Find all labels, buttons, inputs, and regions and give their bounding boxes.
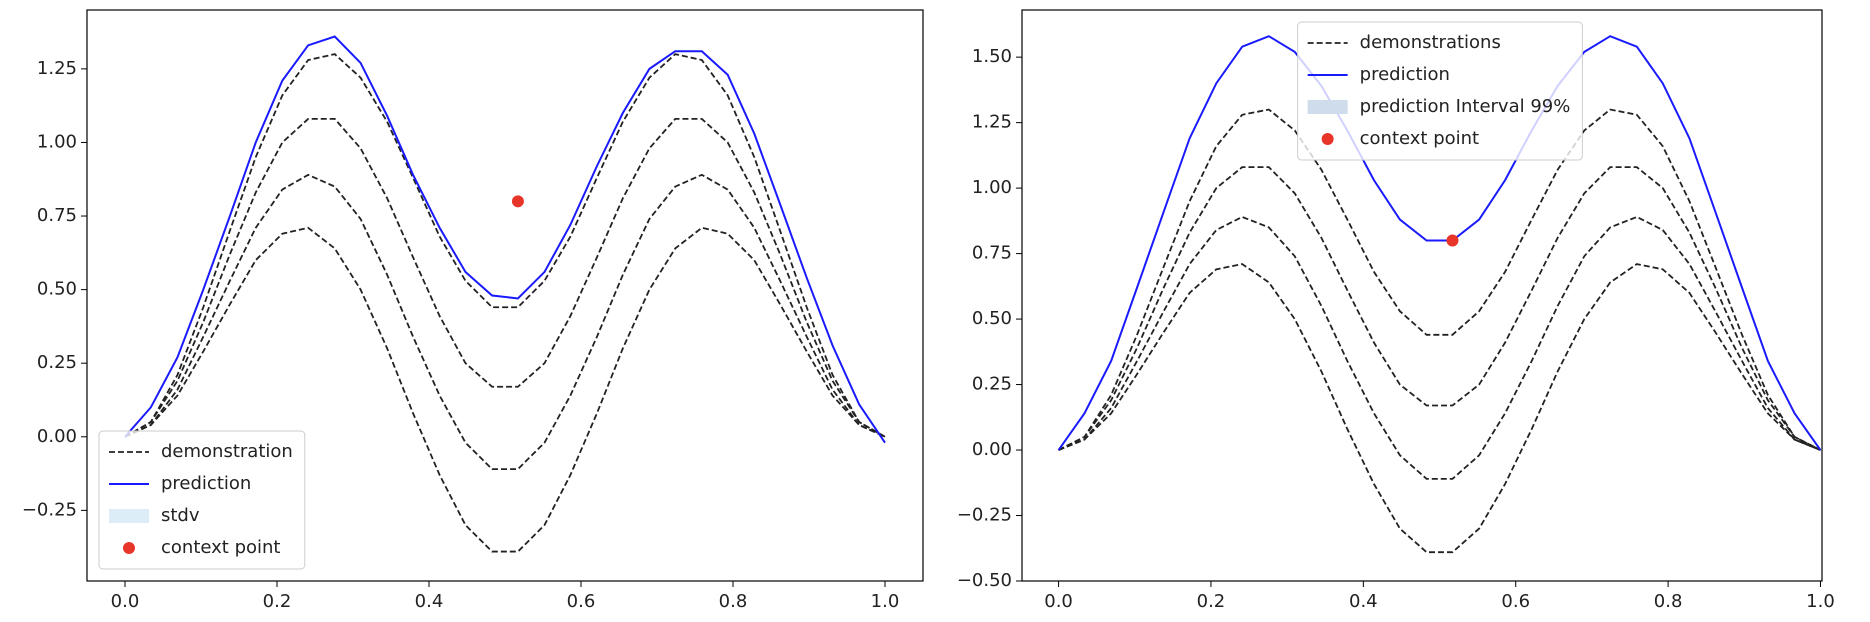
legend-handle (1307, 100, 1348, 114)
y-tick-label: 0.25 (37, 352, 77, 373)
y-tick-label: 1.25 (37, 58, 77, 79)
x-tick-label: 0.2 (1197, 591, 1226, 612)
subplot: 0.0 0.2 0.4 0.6 0.8 1.0 −0.25 0.00 0.25 0.50 0.75 1… (22, 9, 924, 612)
y-tick-label: −0.50 (957, 570, 1012, 591)
y-tick-label: −0.25 (957, 505, 1012, 526)
x-tick-label: 0.0 (111, 591, 140, 612)
y-tick-label: 0.00 (37, 426, 77, 447)
subplot: 0.0 0.2 0.4 0.6 0.8 1.0 −0.50 −0.25 0.00 0.25 0.50… (957, 9, 1835, 612)
y-tick-label: 1.00 (37, 131, 77, 152)
x-tick-label: 1.0 (871, 591, 900, 612)
y-tick-label: 1.00 (972, 177, 1012, 198)
legend-label: prediction Interval 99% (1360, 96, 1571, 117)
legend-handle (123, 542, 135, 554)
demonstration-line (1058, 263, 1821, 554)
legend-frame (1297, 21, 1583, 161)
demonstration-line (1058, 108, 1821, 451)
context-point (1446, 234, 1459, 247)
legend-handle (1321, 133, 1334, 145)
x-tick-label: 0.6 (567, 591, 596, 612)
x-tick-label: 0.4 (1349, 591, 1378, 612)
legend: demonstration prediction stdv context point (98, 430, 306, 570)
x-tick-label: 0.0 (1044, 591, 1073, 612)
y-tick-label: 1.50 (972, 46, 1012, 67)
x-tick-label: 1.0 (1806, 591, 1835, 612)
context-point (511, 195, 524, 208)
y-tick-label: 1.25 (972, 112, 1012, 133)
demonstration-line (124, 173, 886, 471)
demonstration-line (1058, 166, 1821, 451)
demonstration-line (1058, 215, 1821, 480)
legend-handle (109, 509, 149, 523)
x-tick-label: 0.6 (1501, 591, 1530, 612)
y-tick-label: 0.75 (37, 205, 77, 226)
legend: demonstrations prediction prediction Inter… (1297, 21, 1583, 161)
y-tick-label: 0.75 (972, 243, 1012, 264)
y-tick-label: 0.50 (37, 279, 77, 300)
demonstration-line (124, 226, 886, 553)
axes-frame (86, 9, 924, 582)
legend-items: demonstration prediction stdv context point (109, 441, 293, 558)
legend-label: stdv (161, 505, 200, 526)
axes-frame (1021, 9, 1823, 582)
legend-label: prediction (1360, 64, 1450, 85)
demonstration-line (124, 53, 886, 438)
legend-label: demonstrations (1360, 32, 1501, 53)
y-tick-label: 0.00 (972, 439, 1012, 460)
legend-label: context point (161, 537, 280, 558)
y-tick-label: 0.50 (972, 308, 1012, 329)
y-tick-label: 0.25 (972, 374, 1012, 395)
prediction-line (1057, 35, 1822, 451)
demonstration-line (124, 118, 886, 438)
x-tick-label: 0.8 (1654, 591, 1683, 612)
legend-label: context point (1360, 128, 1479, 149)
legend-frame (98, 430, 306, 570)
legend-items: demonstrations prediction prediction Inter… (1307, 32, 1571, 149)
legend-label: prediction (161, 473, 251, 494)
plot-area (1057, 35, 1822, 554)
legend-label: demonstration (161, 441, 293, 462)
x-tick-label: 0.4 (415, 591, 444, 612)
x-tick-label: 0.2 (263, 591, 292, 612)
x-tick-label: 0.8 (719, 591, 748, 612)
y-tick-label: −0.25 (22, 499, 77, 520)
prediction-line (124, 35, 886, 444)
plot-area (124, 35, 886, 553)
